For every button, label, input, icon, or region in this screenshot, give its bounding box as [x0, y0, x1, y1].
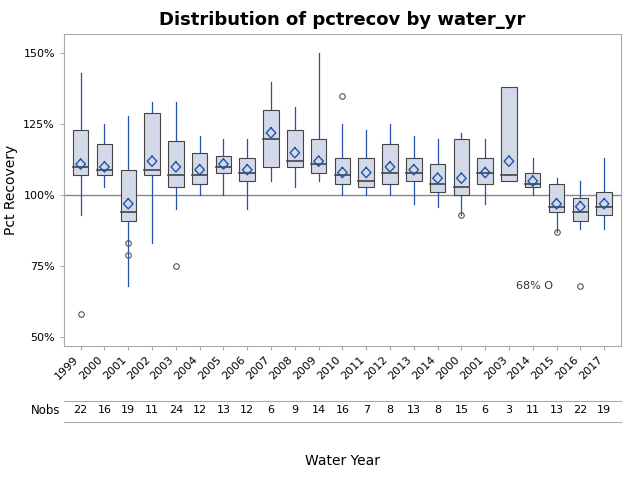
Bar [120, 170, 136, 221]
Bar [454, 139, 469, 195]
Text: 11: 11 [145, 406, 159, 415]
Text: 24: 24 [169, 406, 183, 415]
Text: 7: 7 [363, 406, 370, 415]
Text: 19: 19 [597, 406, 611, 415]
Text: 16: 16 [97, 406, 111, 415]
Text: 16: 16 [335, 406, 349, 415]
Bar [311, 139, 326, 173]
Text: 68% O: 68% O [516, 281, 553, 291]
Text: 14: 14 [312, 406, 326, 415]
Text: 8: 8 [434, 406, 441, 415]
Y-axis label: Pct Recovery: Pct Recovery [4, 144, 18, 235]
Title: Distribution of pctrecov by water_yr: Distribution of pctrecov by water_yr [159, 11, 525, 29]
Bar [144, 113, 160, 175]
Bar [287, 130, 303, 167]
Text: 12: 12 [240, 406, 254, 415]
Bar [406, 158, 422, 181]
Text: 15: 15 [454, 406, 468, 415]
Text: 6: 6 [268, 406, 275, 415]
Bar [525, 173, 541, 187]
Bar [430, 164, 445, 192]
Bar [239, 158, 255, 181]
Text: Nobs: Nobs [31, 404, 61, 417]
Bar [216, 156, 231, 173]
Bar [263, 110, 279, 167]
Text: 22: 22 [74, 406, 88, 415]
Text: 13: 13 [407, 406, 420, 415]
Bar [192, 153, 207, 184]
Bar [573, 198, 588, 221]
Bar [549, 184, 564, 212]
Text: 11: 11 [525, 406, 540, 415]
Bar [596, 192, 612, 215]
Text: Water Year: Water Year [305, 454, 380, 468]
Bar [501, 87, 516, 181]
Bar [477, 158, 493, 184]
Text: 3: 3 [506, 406, 513, 415]
Text: 9: 9 [291, 406, 298, 415]
Text: 13: 13 [216, 406, 230, 415]
Bar [73, 130, 88, 175]
Bar [358, 158, 374, 187]
Text: 8: 8 [387, 406, 394, 415]
Text: 12: 12 [193, 406, 207, 415]
Text: 6: 6 [482, 406, 489, 415]
Bar [335, 158, 350, 184]
Text: 22: 22 [573, 406, 588, 415]
Text: 13: 13 [550, 406, 564, 415]
Bar [382, 144, 397, 184]
Bar [168, 142, 184, 187]
Text: 19: 19 [121, 406, 135, 415]
Bar [97, 144, 112, 175]
